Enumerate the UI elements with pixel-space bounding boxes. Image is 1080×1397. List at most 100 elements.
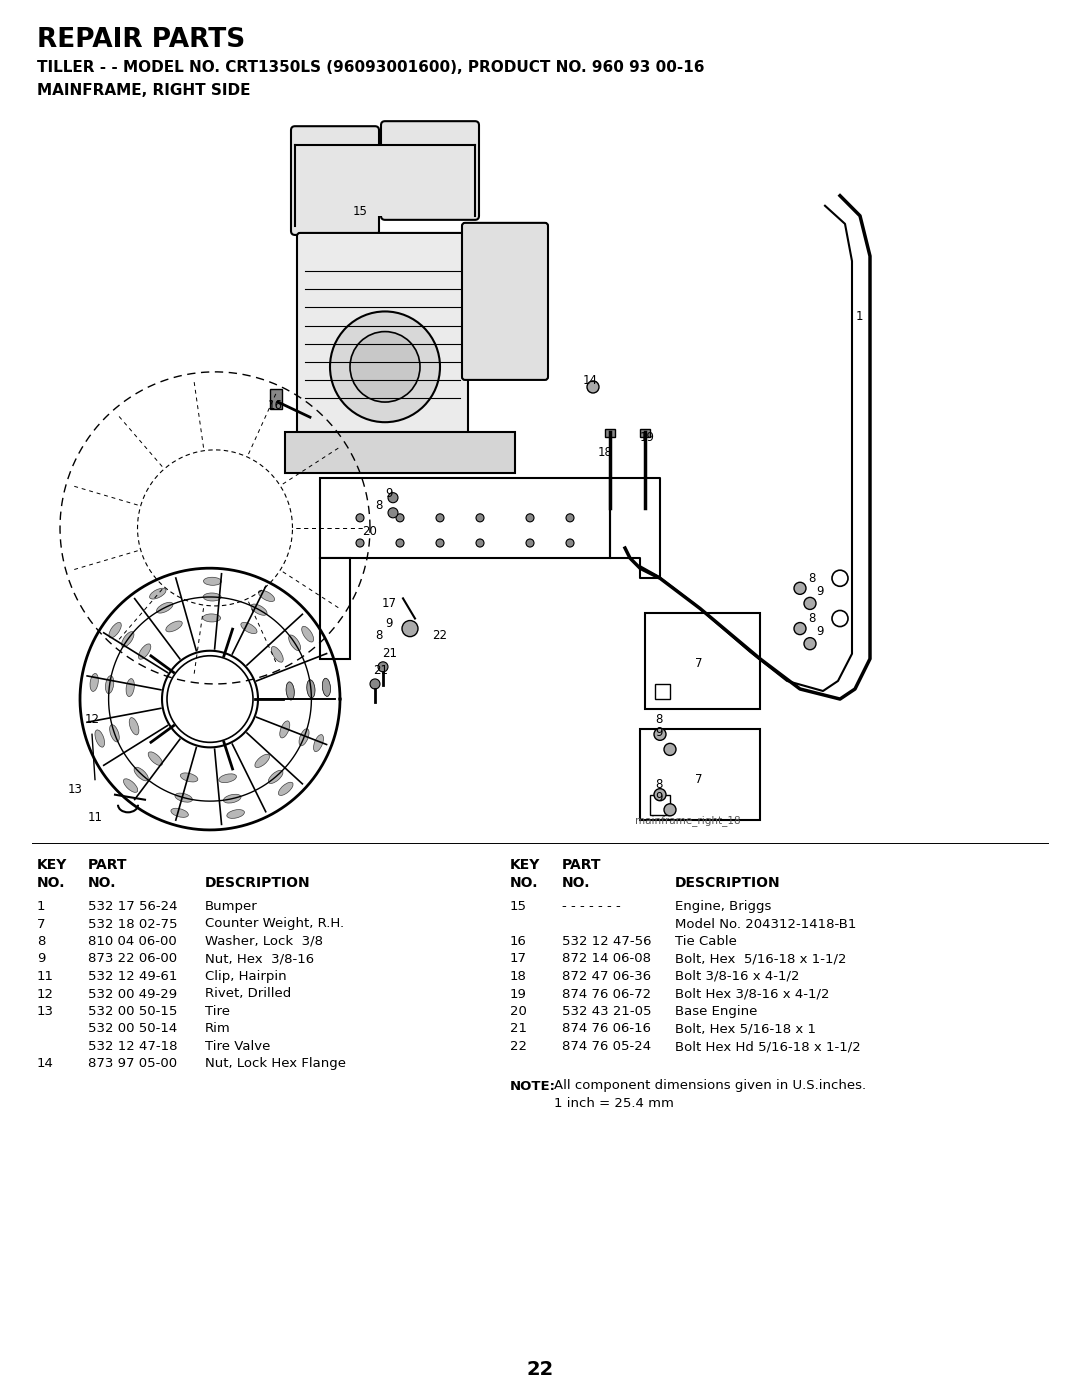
Text: 532 43 21-05: 532 43 21-05 (562, 1004, 651, 1018)
Text: Rivet, Drilled: Rivet, Drilled (205, 988, 292, 1000)
Text: 19: 19 (510, 988, 527, 1000)
Text: 8: 8 (375, 499, 382, 513)
Text: 15: 15 (353, 205, 368, 218)
Circle shape (654, 728, 666, 740)
Text: - - - - - - -: - - - - - - - (562, 900, 621, 914)
Ellipse shape (180, 773, 198, 782)
Text: Bumper: Bumper (205, 900, 258, 914)
Text: Rim: Rim (205, 1023, 231, 1035)
Text: 9: 9 (816, 624, 824, 638)
Text: All component dimensions given in U.S.inches.: All component dimensions given in U.S.in… (554, 1080, 866, 1092)
Text: 532 12 47-56: 532 12 47-56 (562, 935, 651, 949)
Circle shape (804, 598, 816, 609)
Ellipse shape (175, 793, 192, 802)
Text: 7: 7 (696, 773, 702, 787)
Ellipse shape (301, 626, 313, 643)
Circle shape (832, 570, 848, 587)
Circle shape (804, 637, 816, 650)
Ellipse shape (251, 604, 267, 615)
Ellipse shape (134, 767, 148, 781)
Bar (654, 685, 670, 698)
FancyBboxPatch shape (291, 126, 379, 235)
Circle shape (402, 620, 418, 637)
Ellipse shape (241, 623, 257, 634)
Text: 14: 14 (37, 1058, 54, 1070)
Bar (285, 432, 515, 472)
Text: 1: 1 (37, 900, 45, 914)
Ellipse shape (109, 623, 121, 638)
Text: 13: 13 (37, 1004, 54, 1018)
Text: 12: 12 (37, 988, 54, 1000)
Text: Bolt 3/8-16 x 4-1/2: Bolt 3/8-16 x 4-1/2 (675, 970, 799, 983)
Text: 15: 15 (510, 900, 527, 914)
Text: 7: 7 (696, 658, 702, 671)
Ellipse shape (279, 782, 293, 795)
Circle shape (794, 623, 806, 634)
Circle shape (566, 539, 573, 548)
Text: 532 00 49-29: 532 00 49-29 (87, 988, 177, 1000)
Circle shape (566, 514, 573, 522)
Bar (645, 613, 760, 710)
Text: 532 00 50-14: 532 00 50-14 (87, 1023, 177, 1035)
Text: DESCRIPTION: DESCRIPTION (205, 876, 311, 890)
Ellipse shape (227, 810, 244, 819)
Text: 874 76 05-24: 874 76 05-24 (562, 1039, 651, 1053)
Ellipse shape (307, 680, 315, 698)
Circle shape (476, 514, 484, 522)
Bar (640, 729, 760, 820)
Text: 873 97 05-00: 873 97 05-00 (87, 1058, 177, 1070)
Text: 872 14 06-08: 872 14 06-08 (562, 953, 651, 965)
Circle shape (356, 539, 364, 548)
Text: NO.: NO. (562, 876, 591, 890)
Text: 532 12 49-61: 532 12 49-61 (87, 970, 177, 983)
Text: Model No. 204312-1418-B1: Model No. 204312-1418-B1 (675, 918, 856, 930)
Text: 17: 17 (510, 953, 527, 965)
Text: Engine, Briggs: Engine, Briggs (675, 900, 771, 914)
Text: 8: 8 (808, 612, 815, 624)
Ellipse shape (157, 602, 173, 613)
Ellipse shape (106, 676, 113, 694)
Circle shape (388, 507, 399, 518)
Text: Tie Cable: Tie Cable (675, 935, 737, 949)
Circle shape (436, 514, 444, 522)
Bar (605, 429, 615, 437)
Text: KEY: KEY (37, 858, 67, 872)
Circle shape (588, 381, 599, 393)
Text: 532 00 50-15: 532 00 50-15 (87, 1004, 177, 1018)
Ellipse shape (286, 682, 294, 700)
Text: MAINFRAME, RIGHT SIDE: MAINFRAME, RIGHT SIDE (37, 82, 251, 98)
Ellipse shape (280, 721, 289, 738)
Ellipse shape (288, 636, 300, 651)
Ellipse shape (149, 588, 166, 599)
Text: REPAIR PARTS: REPAIR PARTS (37, 27, 245, 53)
Bar (640, 429, 650, 437)
Text: NOTE:: NOTE: (510, 1080, 556, 1092)
Text: 16: 16 (268, 398, 283, 412)
Text: 9: 9 (816, 585, 824, 598)
Text: 9: 9 (654, 791, 662, 805)
Text: 8: 8 (654, 778, 662, 791)
Circle shape (356, 514, 364, 522)
Text: 874 76 06-72: 874 76 06-72 (562, 988, 651, 1000)
Text: Clip, Hairpin: Clip, Hairpin (205, 970, 286, 983)
Text: DESCRIPTION: DESCRIPTION (675, 876, 781, 890)
Ellipse shape (203, 592, 221, 601)
Circle shape (388, 493, 399, 503)
Text: Tire: Tire (205, 1004, 230, 1018)
Ellipse shape (123, 778, 138, 792)
Text: 8: 8 (37, 935, 45, 949)
Ellipse shape (203, 613, 220, 622)
Text: 872 47 06-36: 872 47 06-36 (562, 970, 651, 983)
Ellipse shape (110, 725, 119, 742)
Text: 18: 18 (598, 446, 612, 458)
Ellipse shape (122, 631, 134, 647)
Text: 20: 20 (510, 1004, 527, 1018)
Text: 810 04 06-00: 810 04 06-00 (87, 935, 177, 949)
Ellipse shape (307, 680, 315, 698)
Text: 874 76 06-16: 874 76 06-16 (562, 1023, 651, 1035)
Circle shape (794, 583, 806, 594)
FancyBboxPatch shape (462, 224, 548, 380)
Ellipse shape (203, 577, 221, 585)
Ellipse shape (130, 718, 139, 735)
Text: 16: 16 (510, 935, 527, 949)
